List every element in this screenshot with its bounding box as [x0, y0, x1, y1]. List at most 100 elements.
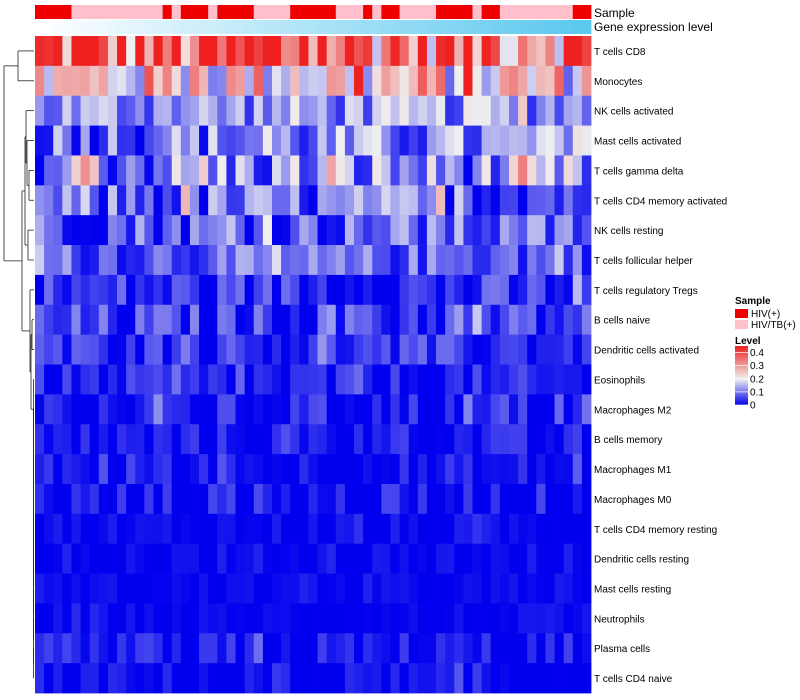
heatmap-cell: [335, 663, 346, 694]
heatmap-cell: [189, 424, 200, 455]
heatmap-cell: [490, 304, 501, 336]
heatmap-cell: [581, 36, 592, 67]
heatmap-cell: [253, 274, 264, 306]
heatmap-cell: [527, 454, 537, 485]
heatmap-cell: [436, 304, 446, 336]
heatmap-cell: [290, 424, 300, 455]
heatmap-cell: [454, 36, 464, 67]
heatmap-cell: [162, 155, 173, 186]
heatmap-cell: [107, 454, 118, 485]
heatmap-cell: [527, 633, 537, 664]
heatmap-cell: [244, 245, 255, 276]
heatmap-cell: [317, 304, 328, 336]
heatmap-cell: [71, 245, 81, 276]
heatmap-cell: [363, 394, 373, 425]
heatmap-cell: [244, 513, 255, 545]
sample-annotation-cell: [508, 5, 519, 19]
heatmap-cell: [180, 215, 191, 246]
heatmap-cell: [226, 334, 236, 365]
heatmap-cell: [426, 364, 437, 395]
heatmap-cell: [62, 334, 72, 365]
heatmap-cell: [180, 603, 191, 634]
heatmap-cell: [44, 36, 54, 67]
heatmap-cell: [472, 185, 483, 216]
heatmap-cell: [171, 513, 182, 545]
heatmap-cell: [262, 274, 273, 306]
heatmap-cell: [189, 36, 200, 67]
heatmap-cell: [527, 394, 537, 425]
heatmap-cell: [472, 364, 483, 395]
heatmap-cell: [354, 454, 364, 485]
heatmap-cell: [545, 424, 555, 455]
heatmap-cell: [162, 543, 173, 574]
sample-annotation-cell: [363, 5, 373, 19]
sample-annotation-cell: [499, 5, 510, 19]
heatmap-cell: [217, 394, 227, 425]
heatmap-cell: [35, 215, 45, 246]
level-tick-label: 0.2: [750, 374, 764, 385]
heatmap-cell: [35, 185, 45, 216]
heatmap-cell: [399, 65, 410, 97]
heatmap-cell: [563, 663, 574, 694]
heatmap-cell: [262, 633, 273, 664]
heatmap-cell: [253, 603, 264, 634]
heatmap-cell: [217, 95, 227, 126]
heatmap-cell: [536, 215, 546, 246]
heatmap-cell: [454, 483, 464, 515]
heatmap-cell: [208, 245, 218, 276]
expression-annotation-cell: [481, 20, 492, 34]
heatmap-cell: [381, 245, 391, 276]
expression-annotation-cell: [290, 20, 300, 34]
heatmap-cell: [454, 633, 464, 664]
level-colorbar-ticks: 0.40.30.20.10: [735, 348, 764, 412]
heatmap-cell: [71, 663, 81, 694]
expression-annotation-cell: [80, 20, 91, 34]
heatmap-cell: [554, 65, 565, 97]
heatmap-cell: [135, 215, 145, 246]
heatmap-cell: [299, 304, 309, 336]
heatmap-cell: [417, 155, 428, 186]
heatmap-cell: [80, 95, 91, 126]
heatmap-cell: [226, 454, 236, 485]
heatmap-cell: [363, 125, 373, 156]
heatmap-cell: [189, 185, 200, 216]
heatmap-cell: [354, 513, 364, 545]
heatmap-cell: [53, 334, 63, 365]
heatmap-cell: [98, 95, 109, 126]
heatmap-cell: [199, 125, 209, 156]
heatmap-cell: [326, 454, 337, 485]
heatmap-cell: [117, 483, 127, 515]
heatmap-cell: [399, 454, 410, 485]
heatmap-cell: [436, 633, 446, 664]
heatmap-cell: [463, 185, 473, 216]
heatmap-cell: [436, 424, 446, 455]
heatmap-cell: [545, 483, 555, 515]
heatmap-cell: [89, 513, 100, 545]
heatmap-cell: [144, 245, 154, 276]
heatmap-cell: [35, 394, 45, 425]
heatmap-cell: [481, 513, 492, 545]
heatmap-cell: [281, 334, 291, 365]
heatmap-cell: [372, 483, 382, 515]
heatmap-cell: [171, 603, 182, 634]
heatmap-cell: [117, 454, 127, 485]
heatmap-cell: [308, 364, 318, 395]
heatmap-cell: [180, 633, 191, 664]
heatmap-cell: [244, 215, 255, 246]
heatmap-cell: [71, 304, 81, 336]
heatmap-cell: [107, 513, 118, 545]
heatmap-cell: [454, 65, 464, 97]
heatmap-cell: [417, 65, 428, 97]
heatmap-cell: [189, 454, 200, 485]
heatmap-cell: [171, 633, 182, 664]
heatmap-cell: [217, 304, 227, 336]
heatmap-cell: [144, 65, 154, 97]
heatmap-cell: [381, 543, 391, 574]
heatmap-cell: [244, 424, 255, 455]
heatmap-cell: [426, 603, 437, 634]
heatmap-cell: [144, 663, 154, 694]
sample-annotation-cell: [463, 5, 473, 19]
heatmap-cell: [299, 454, 309, 485]
heatmap-cell: [399, 543, 410, 574]
expression-annotation-cell: [499, 20, 510, 34]
